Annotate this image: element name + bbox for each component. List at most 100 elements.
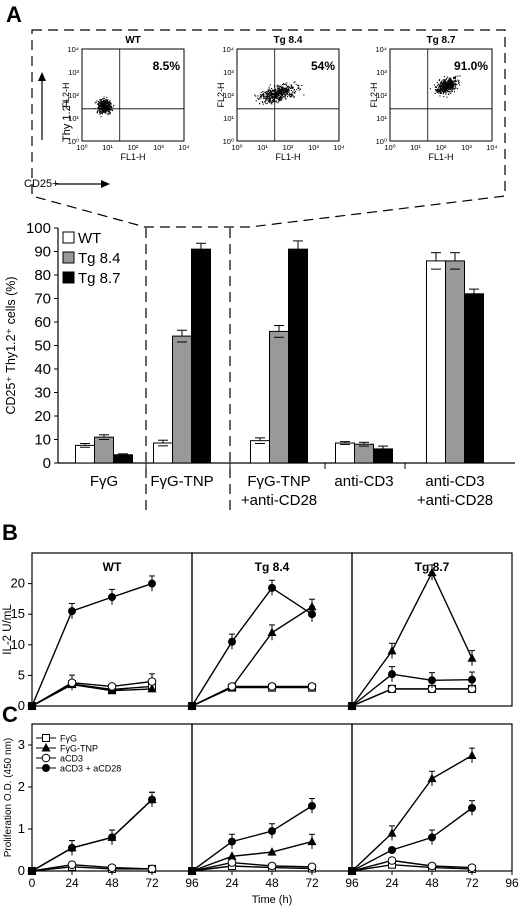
flow-event-dot [266,97,268,99]
marker-filled-triangle [307,836,317,846]
flow-event-dot [438,88,440,90]
flow-event-dot [289,93,291,95]
flow-event-dot [279,98,281,100]
bar [75,444,95,464]
flow-event-dot [284,84,286,86]
flow-event-dot [449,82,451,84]
flow-event-dot [99,111,101,113]
flow-event-dot [100,103,102,105]
flow-plot-frame [81,48,185,142]
marker-filled-circle [188,867,196,875]
flow-event-dot [104,101,106,103]
flow-event-dot [277,99,279,101]
series-line [191,805,313,872]
marker-open-circle [307,682,317,691]
flow-event-dot [283,90,285,92]
flow-event-dot [106,103,108,105]
series-line [351,859,473,872]
flow-event-dot [273,96,275,98]
flow-event-dot [447,87,449,89]
flow-event-dot [438,84,440,86]
flow-event-dot [273,92,275,94]
flow-event-dot [264,101,266,103]
line-legend-label: FγG-TNP [60,744,98,754]
flow-event-dot [102,104,104,106]
flow-event-dot [440,81,442,83]
bar-y-tick-label: 20 [34,408,51,425]
flow-event-dot [450,82,452,84]
flow-event-dot [101,105,103,107]
flow-event-dot [298,87,300,89]
flow-event-dot [276,90,278,92]
marker-filled-circle [42,764,50,772]
flow-y-tick: 10² [376,91,387,100]
line-y-tick-label: 3 [18,737,25,752]
flow-event-dot [110,103,112,105]
flow-event-dot [437,83,439,85]
flow-event-dot [456,87,458,89]
flow-event-dot [276,94,278,96]
flow-event-dot [454,87,456,89]
flow-event-dot [458,80,460,82]
flow-event-dot [283,93,285,95]
flow-event-dot [446,96,448,98]
flow-event-dot [104,103,106,105]
flow-event-dot [267,92,269,94]
flow-event-dot [449,81,451,83]
flow-event-dot [106,104,108,106]
flow-x-tick: 10⁴ [178,143,190,152]
flow-event-dot [103,107,105,109]
flow-event-dot [265,92,267,94]
flow-event-dot [443,91,445,93]
flow-event-dot [268,89,270,91]
marker-filled-triangle [427,773,437,783]
flow-y-tick: 10² [223,91,234,100]
flow-event-dot [101,103,103,105]
flow-event-dot [292,93,294,95]
flow-y-tick: 10⁴ [67,45,79,54]
flow-event-dot [286,86,288,88]
line-x-tick-label: 72 [145,876,159,890]
flow-event-dot [257,95,259,97]
bar [172,335,192,464]
flow-event-dot [288,88,290,90]
flow-event-dot [269,93,271,95]
flow-event-dot [285,91,287,93]
series-line [191,861,313,872]
flow-event-dot [442,80,444,82]
flow-event-dot [453,84,455,86]
flow-event-dot [455,87,457,89]
flow-event-dot [445,81,447,83]
flow-event-dot [284,94,286,96]
flow-event-dot [277,93,279,95]
flow-event-dot [266,99,268,101]
flow-event-dot [435,89,437,91]
flow-event-dot [285,84,287,86]
flow-event-dot [274,100,276,102]
flow-event-dot [108,101,110,103]
marker-filled-circle [308,610,316,619]
flow-event-dot [287,90,289,92]
flow-event-dot [284,87,286,89]
flow-event-dot [266,102,268,104]
bar-legend-label: Tg 8.4 [78,250,121,267]
flow-event-dot [450,88,452,90]
flow-event-dot [455,76,457,78]
flow-event-dot [269,96,271,98]
flow-event-dot [99,99,101,101]
flow-event-dot [269,99,271,101]
flow-event-dot [449,91,451,93]
flow-event-dot [100,112,102,114]
flow-event-dot [288,86,290,88]
flow-event-dot [278,89,280,91]
flow-y-tick: 10¹ [68,114,79,123]
flow-event-dot [444,90,446,92]
flow-event-dot [276,86,278,88]
flow-event-dot [274,92,276,94]
flow-event-dot [105,105,107,107]
flow-x-tick: 10² [436,143,447,152]
marker-filled-circle [268,583,276,592]
flow-event-dot [280,96,282,98]
flow-event-dot [436,92,438,94]
series-line [191,865,313,872]
